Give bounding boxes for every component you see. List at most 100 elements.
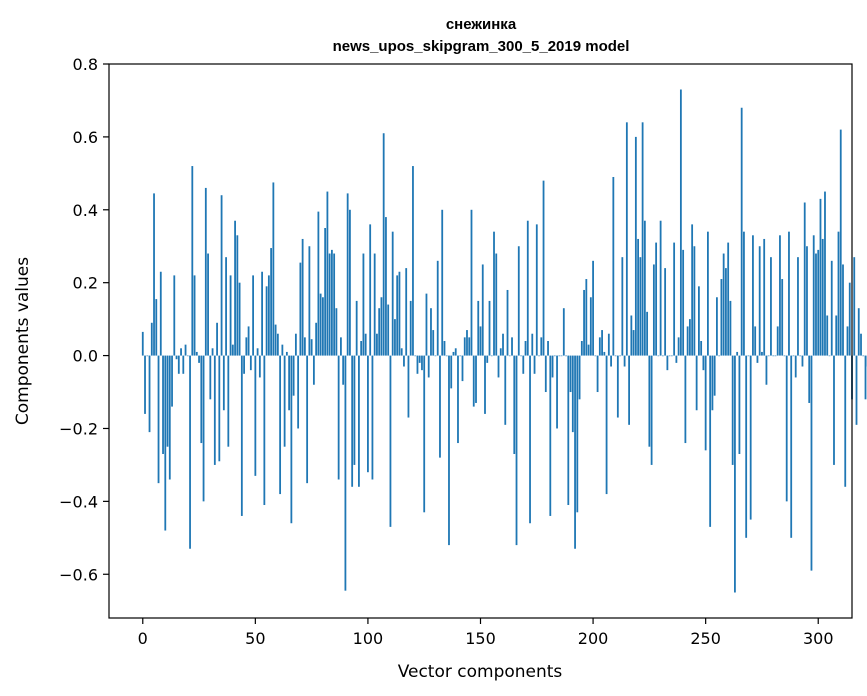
x-tick-label: 200 bbox=[578, 629, 609, 648]
bar bbox=[547, 341, 549, 356]
bar bbox=[855, 355, 858, 425]
bar bbox=[200, 355, 203, 444]
bar bbox=[603, 351, 606, 356]
bar bbox=[153, 193, 155, 356]
y-tick-label: −0.4 bbox=[59, 492, 98, 511]
bar bbox=[592, 260, 594, 356]
x-tick-label: 100 bbox=[353, 629, 384, 648]
bar bbox=[515, 355, 518, 546]
bar bbox=[403, 355, 405, 367]
bar bbox=[306, 355, 309, 484]
bar bbox=[373, 253, 376, 356]
bar bbox=[711, 355, 714, 411]
bar bbox=[362, 253, 365, 356]
bar bbox=[283, 355, 286, 447]
bar bbox=[558, 355, 561, 357]
y-tick-label: −0.2 bbox=[59, 419, 98, 438]
bar bbox=[186, 355, 189, 357]
bar bbox=[639, 257, 642, 356]
bar bbox=[576, 355, 579, 513]
bar bbox=[452, 351, 455, 356]
bar bbox=[168, 355, 171, 480]
bar bbox=[587, 344, 590, 356]
bar bbox=[238, 282, 241, 356]
bar bbox=[407, 355, 410, 418]
bar bbox=[801, 355, 804, 367]
bar bbox=[162, 355, 164, 454]
bar bbox=[502, 333, 504, 356]
bar bbox=[193, 275, 196, 356]
bar bbox=[256, 348, 259, 356]
bar bbox=[270, 248, 273, 356]
bar bbox=[707, 231, 709, 356]
bar bbox=[806, 246, 808, 356]
bar bbox=[155, 299, 158, 356]
bar bbox=[324, 228, 327, 356]
bar bbox=[353, 355, 356, 465]
bar bbox=[195, 351, 198, 356]
bar bbox=[848, 282, 851, 356]
bar bbox=[481, 264, 484, 356]
bar bbox=[716, 297, 718, 356]
bar bbox=[682, 249, 685, 356]
bar bbox=[171, 355, 173, 407]
bar bbox=[752, 235, 754, 356]
bar bbox=[781, 279, 784, 356]
bar bbox=[328, 253, 331, 356]
y-tick-label: 0.6 bbox=[73, 128, 98, 147]
bar bbox=[749, 355, 752, 520]
bar bbox=[729, 300, 732, 356]
bar bbox=[720, 279, 723, 356]
bar bbox=[616, 355, 619, 418]
bar bbox=[461, 355, 464, 382]
bar bbox=[803, 202, 806, 356]
x-axis-label: Vector components bbox=[398, 662, 563, 682]
bar bbox=[159, 271, 162, 356]
bar bbox=[349, 209, 351, 356]
bar bbox=[846, 326, 849, 356]
bar bbox=[756, 355, 759, 363]
bar bbox=[569, 355, 572, 393]
bar bbox=[148, 355, 151, 433]
bar bbox=[643, 220, 646, 356]
bar bbox=[207, 253, 209, 356]
bar bbox=[326, 191, 329, 356]
bar bbox=[758, 246, 761, 356]
bar bbox=[770, 257, 772, 356]
bar bbox=[650, 355, 653, 465]
bar bbox=[198, 355, 200, 363]
bar bbox=[303, 337, 306, 356]
bar bbox=[261, 271, 263, 356]
bar bbox=[412, 166, 414, 356]
bar bbox=[294, 333, 297, 356]
bar bbox=[646, 311, 649, 356]
bar bbox=[285, 351, 288, 356]
bar bbox=[213, 355, 216, 465]
bar bbox=[745, 355, 748, 538]
bar bbox=[835, 315, 838, 356]
bar bbox=[439, 355, 441, 458]
bar bbox=[189, 355, 191, 549]
bar bbox=[180, 348, 182, 356]
bar bbox=[252, 275, 254, 356]
bar bbox=[688, 319, 691, 356]
bar bbox=[450, 355, 453, 389]
bar bbox=[857, 308, 860, 356]
bar bbox=[484, 355, 486, 414]
bar bbox=[819, 198, 822, 356]
bar bbox=[445, 355, 448, 357]
bar bbox=[367, 355, 369, 473]
bar bbox=[641, 122, 644, 356]
bar bbox=[698, 286, 700, 356]
bar bbox=[166, 355, 169, 447]
bar bbox=[479, 326, 482, 356]
bar bbox=[346, 193, 349, 356]
x-tick-label: 0 bbox=[138, 629, 148, 648]
bar bbox=[700, 341, 703, 356]
bar bbox=[310, 339, 313, 356]
bar bbox=[535, 224, 538, 356]
bar bbox=[718, 355, 721, 357]
bar bbox=[842, 264, 844, 356]
bar bbox=[585, 279, 588, 356]
bar bbox=[204, 187, 207, 356]
